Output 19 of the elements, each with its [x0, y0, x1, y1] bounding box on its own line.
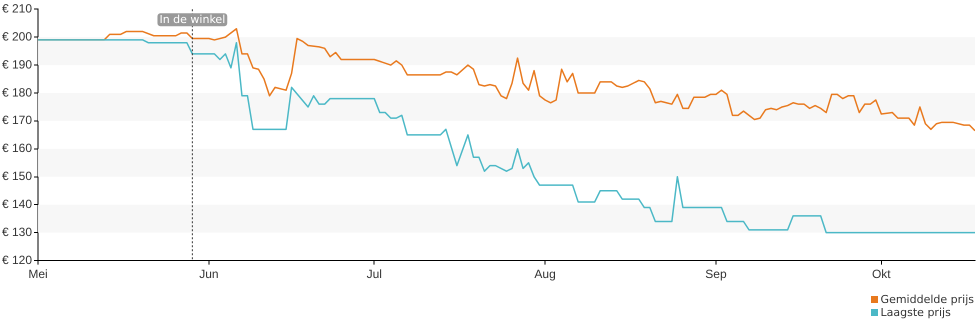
y-tick-label: € 120 — [2, 252, 32, 267]
y-tick-label: € 190 — [2, 57, 32, 72]
x-tick-label: Mei — [28, 267, 48, 282]
y-tick-label: € 130 — [2, 224, 32, 239]
y-tick-label: € 180 — [2, 85, 32, 100]
y-tick-label: € 160 — [2, 141, 32, 156]
y-tick-label: € 150 — [2, 169, 32, 184]
x-tick-label: Okt — [872, 267, 892, 282]
x-tick-label: Jul — [366, 267, 382, 282]
legend-label: Gemiddelde prijs — [880, 293, 974, 306]
y-tick-label: € 170 — [2, 113, 32, 128]
ref-line-label: In de winkel — [159, 13, 226, 26]
y-tick-label: € 140 — [2, 197, 32, 212]
x-tick-label: Jun — [199, 267, 219, 282]
y-tick-label: € 200 — [2, 29, 32, 44]
legend-label: Laagste prijs — [880, 306, 951, 319]
x-tick-label: Sep — [705, 267, 727, 282]
x-tick-label: Aug — [534, 267, 556, 282]
y-tick-label: € 210 — [2, 2, 32, 16]
